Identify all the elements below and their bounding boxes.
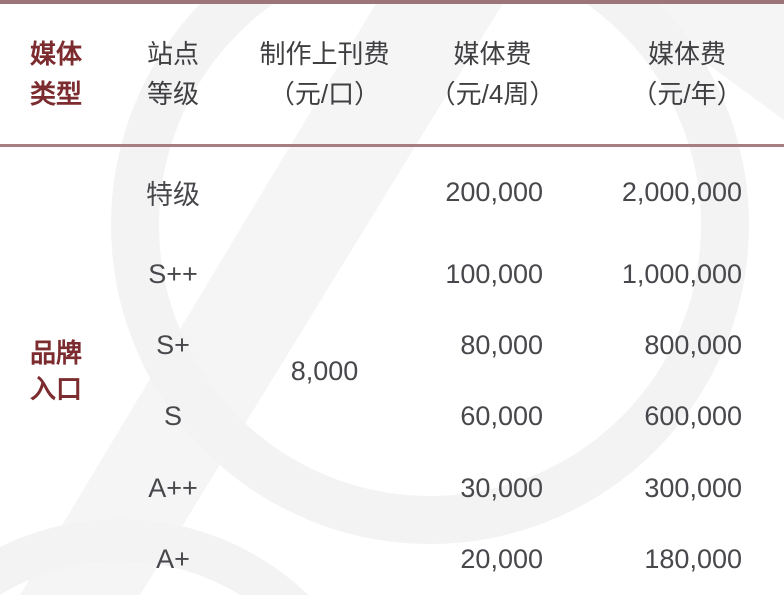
fee-4weeks-cell: 30,000: [460, 472, 543, 503]
media-type-line1: 品牌: [29, 338, 82, 368]
fee-year-cell: 180,000: [644, 543, 742, 574]
media-type-cell: 品牌 入口: [0, 146, 112, 595]
header-site-level-line2: 等级: [146, 79, 199, 109]
fee-4weeks-cell: 200,000: [445, 177, 543, 208]
site-level-cell: 特级: [146, 180, 200, 211]
header-fee-4weeks-line2: （元/4周）: [429, 79, 556, 109]
header-production-fee-line1: 制作上刊费: [259, 39, 390, 69]
production-fee-cell: 8,000: [290, 355, 359, 386]
table-row: 品牌 入口 特级 8,000 200,000 2,000,000: [0, 146, 784, 404]
fee-4weeks-cell: 80,000: [460, 330, 543, 360]
site-level-cell: A+: [156, 543, 190, 574]
fee-year-cell: 800,000: [644, 330, 742, 360]
table-row: A++ 30,000 300,000: [0, 452, 784, 523]
header-media-type-line1: 媒体: [29, 39, 82, 69]
header-media-type: 媒体 类型: [0, 4, 112, 147]
fee-year-cell: 300,000: [644, 472, 742, 503]
table-row: A+ 20,000 180,000: [0, 524, 784, 595]
site-level-cell: S: [163, 401, 182, 432]
site-level-cell: A++: [148, 472, 198, 503]
fee-year-cell: 2,000,000: [621, 177, 742, 208]
fee-year-cell: 1,000,000: [621, 258, 742, 289]
header-production-fee: 制作上刊费 （元/口）: [234, 4, 415, 147]
media-type-line2: 入口: [29, 374, 82, 404]
header-site-level: 站点 等级: [112, 4, 234, 147]
fee-4weeks-cell: 60,000: [460, 401, 543, 432]
header-fee-4weeks: 媒体费 （元/4周）: [415, 4, 570, 147]
header-site-level-line1: 站点: [146, 39, 199, 69]
table-row: S+ 80,000 800,000: [0, 310, 784, 381]
header-fee-year-line2: （元/年）: [631, 79, 743, 109]
fee-4weeks-cell: 100,000: [445, 258, 543, 289]
table-row: S++ 100,000 1,000,000: [0, 239, 784, 310]
header-fee-year-line1: 媒体费: [647, 39, 726, 69]
header-production-fee-line2: （元/口）: [268, 79, 381, 109]
fee-4weeks-cell: 20,000: [460, 543, 543, 574]
header-media-type-line2: 类型: [29, 79, 82, 109]
table-row: S 60,000 600,000: [0, 381, 784, 452]
header-fee-year: 媒体费 （元/年）: [570, 4, 784, 147]
site-level-cell: S++: [148, 258, 198, 289]
top-accent-line: [0, 0, 784, 4]
header-row: 媒体 类型 站点 等级 制作上刊费 （元/口） 媒体费 （元/4周） 媒体费: [0, 4, 784, 147]
header-fee-4weeks-line1: 媒体费: [453, 39, 532, 69]
site-level-cell: S+: [156, 330, 190, 360]
pricing-table: 媒体 类型 站点 等级 制作上刊费 （元/口） 媒体费 （元/4周） 媒体费: [0, 4, 784, 595]
fee-year-cell: 600,000: [644, 401, 742, 432]
